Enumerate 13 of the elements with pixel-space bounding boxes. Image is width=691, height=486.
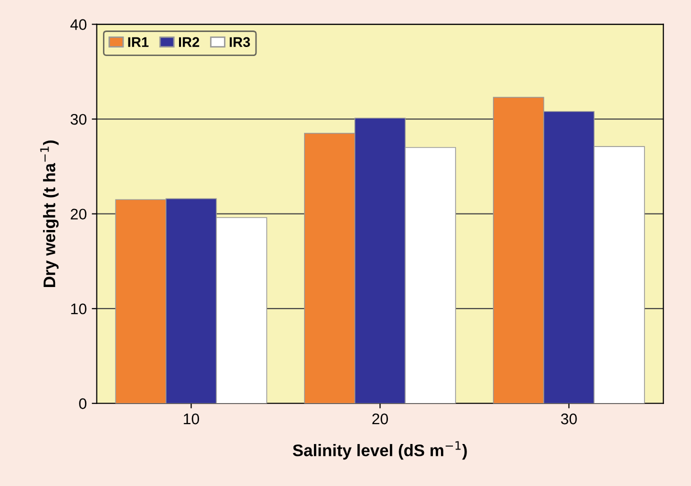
- x-tick-label: 10: [184, 414, 200, 424]
- y-tick-label: 30: [70, 114, 86, 125]
- x-axis-title: Salinity level (dS m$^{−1}$): [292, 441, 467, 460]
- y-tick-label: 10: [71, 303, 86, 314]
- x-tick-label: 30: [561, 414, 577, 424]
- y-axis-title: Dry weight (t ha$^{−1}$): [40, 140, 59, 287]
- y-tick-label: 40: [70, 19, 86, 30]
- legend-label: IR2: [179, 37, 200, 47]
- y-tick-label: 0: [79, 398, 86, 410]
- x-tick-label: 20: [372, 414, 388, 424]
- legend-label: IR1: [128, 37, 149, 47]
- legend-label: IR3: [230, 37, 250, 48]
- y-tick-label: 20: [70, 208, 86, 220]
